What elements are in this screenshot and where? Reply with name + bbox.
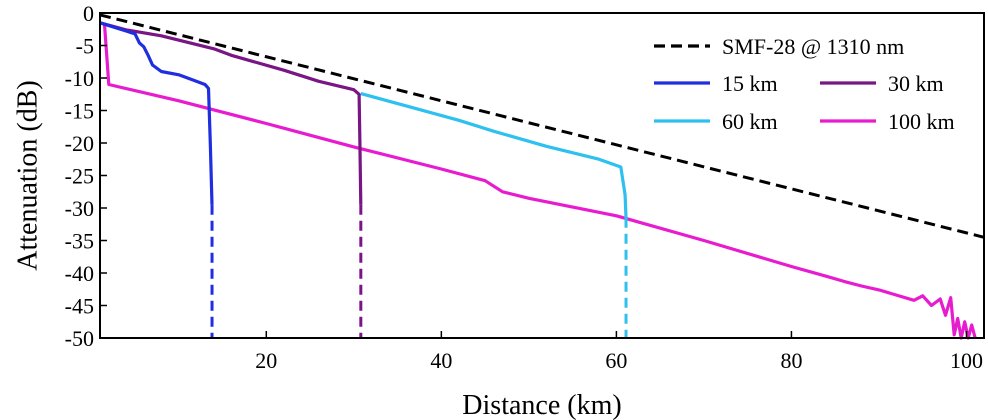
series-line-100-km <box>102 22 977 340</box>
x-tick-label: 100 <box>950 348 983 373</box>
y-tick-label: -35 <box>65 229 94 254</box>
x-axis-title: Distance (km) <box>462 390 621 420</box>
y-tick-label: -5 <box>76 34 94 59</box>
series-line-60-km <box>360 92 628 218</box>
y-axis-title: Attenuation (dB) <box>12 80 43 271</box>
x-tick-label: 80 <box>780 348 802 373</box>
y-tick-label: -45 <box>65 294 94 319</box>
y-tick-label: -10 <box>65 66 94 91</box>
series-line-30-km <box>99 21 363 205</box>
legend-label-smf-28-1310-nm: SMF-28 @ 1310 nm <box>722 34 904 59</box>
plot-lines <box>99 13 985 340</box>
y-tick-label: -40 <box>65 261 94 286</box>
y-tick-label: -50 <box>65 326 94 351</box>
legend-label-30-km: 30 km <box>888 71 944 96</box>
legend-label-15-km: 15 km <box>722 71 778 96</box>
legend-label-100-km: 100 km <box>888 109 955 134</box>
plot-frame <box>99 12 985 339</box>
legend-label-60-km: 60 km <box>722 109 778 134</box>
axis-ticks: 20 40 60 80 100 0 -5 -10 -15 -20 -25 -30 -35 -40 -45 -5… <box>65 1 983 373</box>
x-tick-label: 40 <box>430 348 452 373</box>
y-tick-label: -30 <box>65 196 94 221</box>
y-tick-label: -15 <box>65 99 94 124</box>
legend: SMF-28 @ 1310 nm 15 km 30 km 60 km 100 km <box>654 34 955 134</box>
y-tick-label: 0 <box>83 1 94 26</box>
series-line-15-km <box>99 21 214 205</box>
x-tick-label: 60 <box>605 348 627 373</box>
y-tick-label: -20 <box>65 131 94 156</box>
y-tick-label: -25 <box>65 164 94 189</box>
x-tick-label: 20 <box>255 348 277 373</box>
